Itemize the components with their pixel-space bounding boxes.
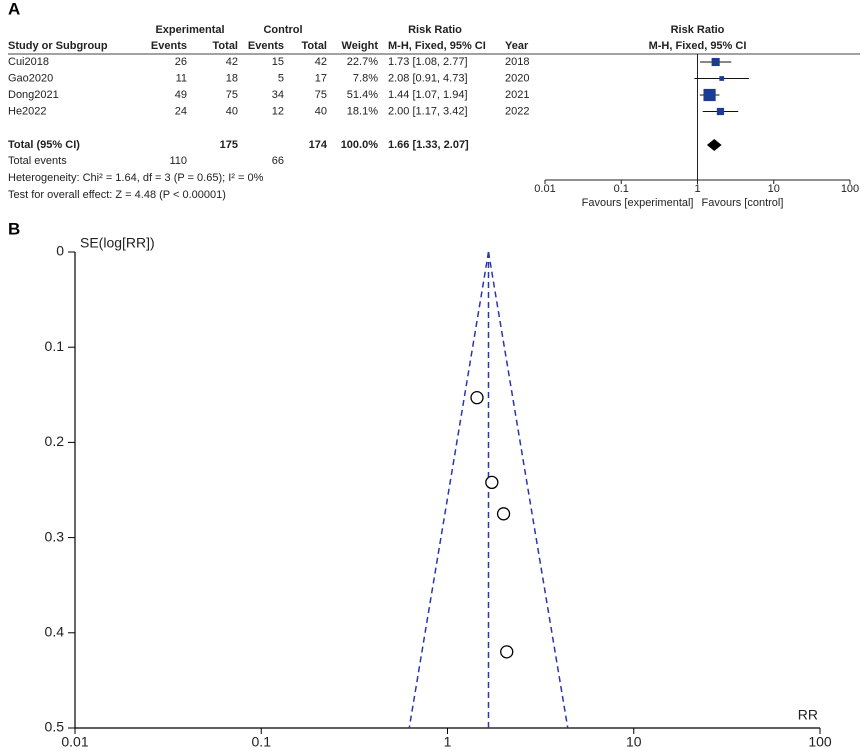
group-header: Control [263, 24, 302, 36]
effect-square [711, 57, 720, 67]
x-tick-label: 100 [841, 183, 859, 195]
y-axis-title: SE(log[RR]) [80, 235, 155, 251]
total-name: Total (95% CI) [8, 139, 80, 151]
risk-ratio: 2.08 [0.91, 4.73] [388, 72, 468, 84]
exp-total: 40 [226, 105, 238, 117]
ctrl-events: 5 [278, 72, 284, 84]
exp-total: 75 [226, 89, 238, 101]
y-tick-label: 0.5 [45, 719, 65, 735]
y-tick-label: 0.4 [45, 624, 65, 640]
risk-ratio: 2.00 [1.17, 3.42] [388, 105, 468, 117]
total-exp-events: 110 [169, 155, 187, 167]
study-name: Cui2018 [8, 56, 49, 68]
effect-square [719, 76, 725, 81]
favours-left: Favours [experimental] [582, 197, 694, 209]
year: 2020 [505, 72, 529, 84]
year: 2022 [505, 105, 529, 117]
x-tick-label: 10 [768, 183, 780, 195]
weight: 22.7% [347, 56, 378, 68]
y-tick-label: 0.3 [45, 528, 65, 544]
exp-events: 11 [176, 72, 187, 84]
x-tick-label: 1 [694, 183, 700, 195]
plot-subheader: M-H, Fixed, 95% CI [649, 40, 747, 52]
funnel-limit [487, 251, 569, 729]
ctrl-total: 17 [315, 72, 327, 84]
y-tick-label: 0.1 [45, 338, 65, 354]
heterogeneity: Heterogeneity: Chi² = 1.64, df = 3 (P = … [8, 172, 264, 184]
total-rr: 1.66 [1.33, 2.07] [388, 139, 469, 151]
favours-right: Favours [control] [702, 197, 784, 209]
funnel-limit [408, 251, 490, 729]
weight: 7.8% [353, 72, 378, 84]
study-point [485, 475, 499, 490]
column-header: M-H, Fixed, 95% CI [388, 40, 486, 52]
study-point [500, 645, 514, 659]
exp-total: 42 [226, 56, 238, 68]
overall-effect: Test for overall effect: Z = 4.48 (P < 0… [8, 189, 226, 201]
study-point [496, 507, 511, 521]
study-name: Gao2020 [8, 72, 53, 84]
effect-square [703, 88, 716, 102]
column-header: Study or Subgroup [8, 40, 108, 52]
exp-events: 26 [175, 56, 187, 68]
column-header: Weight [342, 40, 379, 52]
column-header: Total [302, 40, 327, 52]
exp-events: 49 [175, 89, 187, 101]
study-point [470, 391, 484, 405]
column-header: Events [151, 40, 187, 52]
column-header: Total [213, 40, 238, 52]
x-tick-label: 100 [808, 734, 832, 750]
study-name: He2022 [8, 105, 47, 117]
total-exp: 175 [220, 139, 238, 151]
group-header: Risk Ratio [408, 24, 462, 36]
ctrl-events: 34 [272, 89, 284, 101]
group-header: Experimental [155, 24, 224, 36]
column-header: Year [505, 40, 529, 52]
panel-label: B [8, 219, 20, 238]
x-tick-label: 1 [444, 734, 452, 750]
total-weight: 100.0% [341, 139, 379, 151]
exp-events: 24 [175, 105, 187, 117]
weight: 51.4% [347, 89, 378, 101]
total-ctrl: 174 [309, 139, 328, 151]
x-tick-label: 0.1 [252, 734, 272, 750]
weight: 18.1% [347, 105, 378, 117]
x-tick-label: 0.01 [534, 183, 555, 195]
study-name: Dong2021 [8, 89, 59, 101]
panel-label: A [8, 0, 20, 18]
column-header: Events [248, 40, 284, 52]
effect-square [716, 107, 725, 116]
ctrl-events: 12 [272, 105, 284, 117]
exp-total: 18 [226, 72, 238, 84]
plot-header: Risk Ratio [671, 24, 725, 36]
y-tick-label: 0 [56, 243, 64, 259]
ctrl-total: 75 [315, 89, 327, 101]
ctrl-total: 42 [315, 56, 327, 68]
total-events-name: Total events [8, 155, 67, 167]
ctrl-events: 15 [272, 56, 284, 68]
x-axis-title: RR [798, 707, 818, 723]
x-tick-label: 0.1 [614, 183, 629, 195]
risk-ratio: 1.44 [1.07, 1.94] [388, 89, 468, 101]
year: 2021 [505, 89, 529, 101]
total-diamond [706, 139, 722, 151]
year: 2018 [505, 56, 529, 68]
y-tick-label: 0.2 [45, 433, 65, 449]
x-tick-label: 0.01 [61, 734, 88, 750]
x-tick-label: 10 [626, 734, 642, 750]
total-ctrl-events: 66 [272, 155, 284, 167]
risk-ratio: 1.73 [1.08, 2.77] [388, 56, 468, 68]
ctrl-total: 40 [315, 105, 327, 117]
